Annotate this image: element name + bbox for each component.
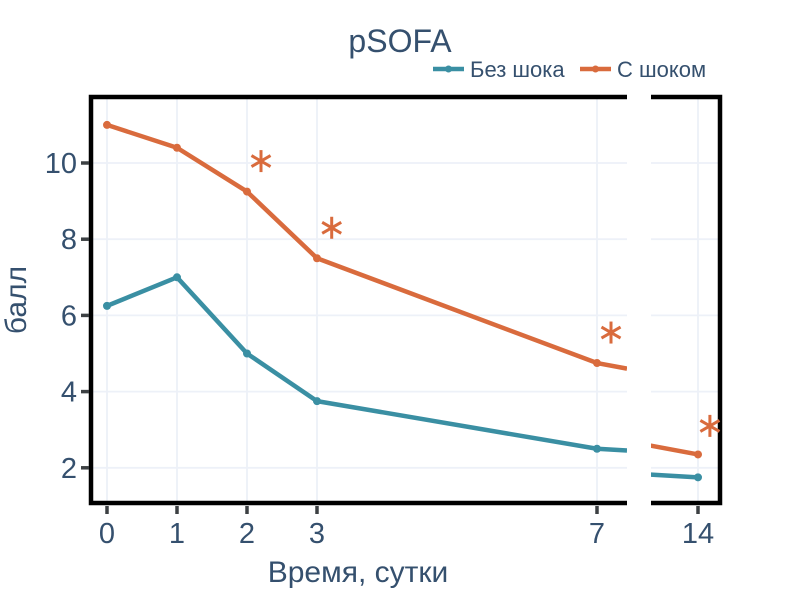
x-tick-label: 1: [169, 518, 185, 550]
chart-title: pSOFA: [348, 23, 452, 59]
data-point: [313, 397, 321, 406]
series-line: [106, 275, 628, 453]
legend-swatch-dot: [445, 65, 452, 73]
significance-asterisk: [699, 414, 721, 437]
x-tick-label: 7: [589, 518, 605, 550]
data-point: [243, 187, 251, 196]
series-line-after-break: [648, 472, 701, 480]
data-point: [593, 359, 601, 368]
data-point: [243, 349, 251, 358]
data-point: [103, 301, 111, 310]
data-point: [173, 273, 181, 282]
legend-swatch-dot: [592, 65, 599, 73]
plot-border: [88, 94, 723, 506]
significance-asterisk: [600, 321, 622, 344]
y-axis-label: балл: [0, 266, 33, 334]
legend-item: С шоком: [580, 57, 706, 82]
x-tick-label: 3: [309, 518, 325, 550]
axis-break-band: [627, 91, 651, 509]
significance-asterisk: [321, 216, 342, 239]
series-shock: [103, 120, 702, 459]
series-line: [106, 122, 628, 371]
annotations: [250, 150, 721, 437]
tick-marks: [81, 161, 700, 514]
significance-asterisk: [250, 150, 272, 173]
legend-label: С шоком: [617, 57, 706, 82]
x-tick-label: 0: [99, 518, 115, 550]
y-tick-label: 4: [61, 377, 77, 409]
data-point: [694, 450, 702, 459]
x-tick-label: 14: [682, 518, 714, 550]
data-point: [313, 254, 321, 263]
y-tick-label: 8: [61, 224, 77, 256]
data-point: [694, 473, 702, 482]
y-tick-label: 6: [61, 300, 77, 332]
series-line-after-break: [648, 443, 701, 457]
x-tick-label: 2: [239, 518, 255, 550]
y-tick-label: 10: [45, 148, 77, 180]
data-point: [173, 143, 181, 152]
series-no-shock: [103, 273, 702, 482]
data-point: [103, 120, 111, 129]
legend-label: Без шока: [470, 57, 565, 82]
y-tick-label: 2: [61, 453, 77, 485]
x-axis-label: Время, сутки: [268, 556, 449, 589]
legend-item: Без шока: [433, 57, 565, 82]
gridlines: [91, 97, 720, 503]
data-point: [593, 444, 601, 453]
